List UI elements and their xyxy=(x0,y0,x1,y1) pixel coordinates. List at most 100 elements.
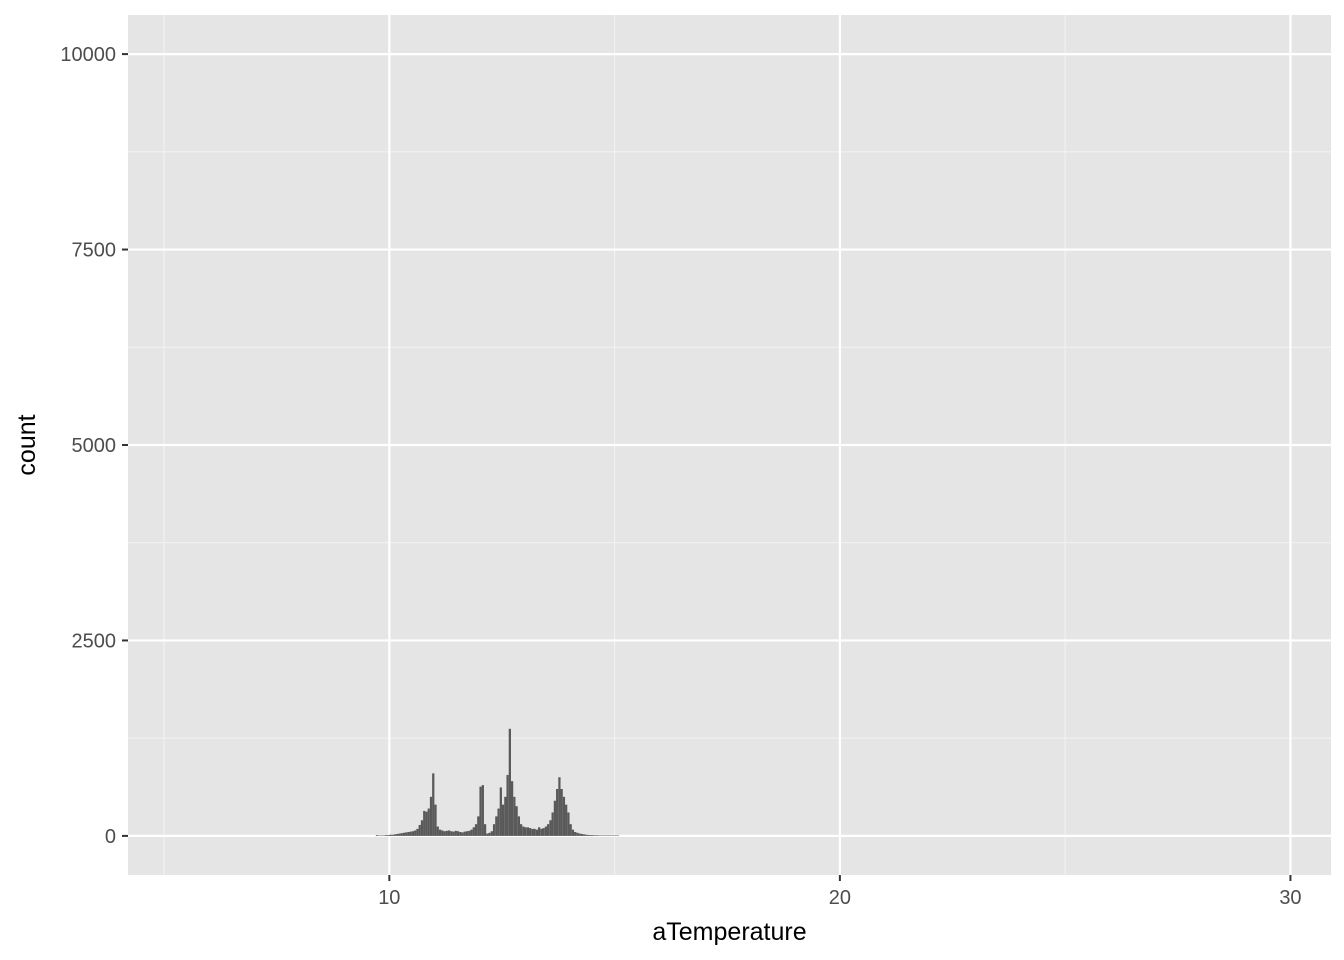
histogram-bar xyxy=(477,816,480,836)
histogram-bar xyxy=(389,834,392,836)
histogram-bar xyxy=(497,808,500,836)
histogram-bar xyxy=(427,808,430,836)
histogram-bar xyxy=(490,831,493,836)
histogram-bar xyxy=(553,800,557,836)
histogram-bar xyxy=(538,827,541,836)
histogram-bar xyxy=(558,777,561,836)
histogram-bar xyxy=(551,812,554,836)
histogram-bar xyxy=(432,773,435,836)
histogram-bar xyxy=(411,831,415,836)
histogram-bar xyxy=(483,824,487,836)
histogram-bar xyxy=(526,827,529,836)
histogram-bar xyxy=(574,832,577,836)
histogram-bar xyxy=(587,834,590,836)
histogram-bar xyxy=(407,832,410,836)
histogram-bar xyxy=(470,829,473,836)
histogram-bar xyxy=(481,785,484,836)
histogram-bar xyxy=(472,827,475,836)
histogram-bar xyxy=(578,833,581,836)
histogram-bar xyxy=(461,832,464,836)
histogram-bar xyxy=(387,835,390,836)
histogram-bar xyxy=(506,774,509,836)
histogram-bar xyxy=(499,787,502,836)
histogram-bar xyxy=(529,828,532,836)
histogram-bar xyxy=(569,824,572,836)
histogram-bar xyxy=(598,835,602,836)
histogram-bar xyxy=(510,781,514,836)
histogram-bar xyxy=(519,824,523,836)
histogram-bar xyxy=(533,828,536,836)
histogram-bar xyxy=(425,811,428,836)
histogram-bar xyxy=(398,833,401,836)
histogram-bar xyxy=(585,834,588,836)
histogram-bar xyxy=(495,816,498,836)
histogram-bar xyxy=(463,831,466,836)
histogram-bar xyxy=(542,828,545,836)
histogram-bar xyxy=(596,835,599,836)
histogram-bar xyxy=(492,824,496,836)
histogram-bar xyxy=(450,831,453,836)
histogram-bar xyxy=(531,828,534,836)
histogram-bar xyxy=(567,812,570,836)
histogram-bar xyxy=(434,804,437,836)
x-tick-label: 10 xyxy=(378,887,400,909)
y-tick-label: 2500 xyxy=(72,630,117,652)
histogram-bar xyxy=(445,830,448,836)
histogram-bar xyxy=(592,835,595,836)
grid-major xyxy=(128,15,1331,875)
histogram-bar xyxy=(594,835,597,836)
histogram-bar xyxy=(576,832,579,836)
histogram-bar xyxy=(603,835,606,837)
histogram-bar xyxy=(562,796,566,836)
histogram-bar xyxy=(465,831,469,836)
y-tick-label: 7500 xyxy=(72,240,117,262)
histogram-bar xyxy=(544,826,548,836)
histogram-bar xyxy=(547,824,550,836)
histogram-bar xyxy=(601,835,604,836)
histogram-bar xyxy=(420,820,424,836)
histogram-bar xyxy=(612,835,615,837)
histogram-bar xyxy=(515,806,518,836)
histogram-bar xyxy=(610,835,613,837)
x-axis-title: aTemperature xyxy=(652,918,806,946)
histogram-bar xyxy=(384,835,388,836)
histogram-bar xyxy=(423,810,426,836)
histogram-bar xyxy=(583,834,586,836)
histogram-bar xyxy=(508,728,511,836)
histogram-bar xyxy=(443,831,446,836)
histogram-bar xyxy=(614,835,617,837)
x-tick-label: 20 xyxy=(829,887,851,909)
histogram-bar xyxy=(416,828,419,836)
y-tick-label: 10000 xyxy=(60,44,116,66)
histogram-bar xyxy=(474,824,478,836)
histogram-bar xyxy=(580,833,584,836)
histogram-bar xyxy=(486,833,489,836)
histogram-bar xyxy=(456,831,460,836)
histogram-bar xyxy=(436,826,439,836)
histogram-bar xyxy=(540,828,543,836)
histogram-bar xyxy=(522,826,525,836)
histogram-bar xyxy=(429,796,433,836)
histogram-bar xyxy=(454,830,457,836)
histogram-bar xyxy=(459,832,462,836)
histogram-bar xyxy=(378,835,381,837)
histogram-bar xyxy=(616,835,620,837)
y-tick-label: 5000 xyxy=(72,435,117,457)
x-axis: 10 20 30 xyxy=(378,875,1302,909)
histogram-bar xyxy=(391,834,394,836)
histogram-bar xyxy=(438,829,442,836)
histogram-bar xyxy=(571,829,575,836)
histogram-bar xyxy=(589,835,593,836)
histogram-bar xyxy=(517,816,520,836)
histogram-bar xyxy=(452,831,455,836)
histogram-bar xyxy=(468,830,471,836)
histogram-bar xyxy=(513,796,516,836)
histogram-bar xyxy=(565,804,568,836)
histogram-bar xyxy=(556,789,559,836)
histogram-bar xyxy=(560,789,563,836)
histogram-bar xyxy=(418,824,421,836)
histogram-bar xyxy=(479,786,482,836)
histogram-bar xyxy=(405,832,408,836)
y-axis-title: count xyxy=(13,414,41,475)
